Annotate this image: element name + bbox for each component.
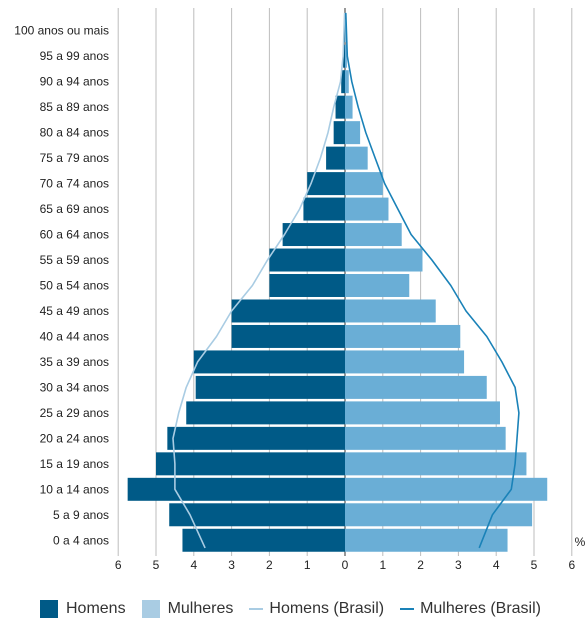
bar-homens: [231, 299, 345, 323]
x-tick-label: 6: [115, 558, 122, 572]
line-mulheres-brasil: [345, 12, 520, 549]
legend-swatch-mulheres: [141, 600, 160, 618]
y-tick-label: 60 a 64 anos: [40, 228, 109, 242]
legend-swatch-homens: [40, 600, 58, 618]
legend-label-mulheres: Mulheres: [167, 600, 234, 617]
bar-mulheres: [345, 401, 500, 425]
legend-label-homens-brasil: Homens (Brasil): [269, 600, 385, 617]
legend-item-mulheres: Mulheres: [141, 600, 234, 618]
y-tick-label: 90 a 94 anos: [40, 75, 109, 89]
bar-mulheres: [345, 44, 347, 68]
y-tick-label: 40 a 44 anos: [40, 329, 109, 343]
bar-mulheres: [345, 19, 346, 43]
bar-homens: [282, 223, 345, 247]
bar-homens: [269, 274, 345, 297]
bar-homens: [169, 503, 345, 527]
x-tick-label: 2: [417, 558, 424, 572]
bar-homens: [156, 452, 345, 476]
bar-mulheres: [345, 426, 506, 450]
bar-homens: [195, 375, 345, 399]
bar-homens: [335, 95, 345, 119]
bar-homens: [326, 146, 345, 170]
y-tick-label: 50 a 54 anos: [40, 279, 109, 293]
population-pyramid-chart: 0 a 4 anos 5 a 9 anos 10 a 14 anos 15 a 19 …: [14, 8, 586, 572]
bar-mulheres: [345, 375, 487, 399]
y-tick-label: 70 a 74 anos: [40, 177, 109, 191]
bar-homens: [307, 172, 345, 196]
line-homens-brasil: [172, 12, 346, 549]
legend-label-mulheres-brasil: Mulheres (Brasil): [420, 600, 541, 617]
x-tick-label: 3: [228, 558, 235, 572]
legend-swatch-homens-brasil: [249, 608, 264, 610]
bar-mulheres: [345, 121, 361, 145]
y-tick-label: 15 a 19 anos: [40, 457, 109, 471]
y-tick-label: 85 a 89 anos: [40, 100, 109, 114]
x-tick-label: 5: [531, 558, 538, 572]
bar-mulheres: [345, 350, 465, 374]
legend-item-mulheres-brasil: Mulheres (Brasil): [400, 600, 541, 618]
chart-legend: Homens Mulheres Homens (Brasil) Mulheres…: [40, 596, 588, 622]
y-tick-label: 10 a 14 anos: [40, 482, 109, 496]
bar-homens: [343, 44, 345, 68]
bar-mulheres: [345, 95, 353, 119]
y-tick-label: 75 a 79 anos: [40, 151, 109, 165]
bar-homens: [186, 401, 345, 425]
x-tick-label: 4: [190, 558, 197, 572]
bar-mulheres: [345, 146, 368, 170]
y-tick-label: 5 a 9 anos: [53, 508, 109, 522]
bar-mulheres: [345, 223, 402, 247]
y-tick-label: 0 a 4 anos: [53, 533, 109, 547]
y-tick-label: 65 a 69 anos: [40, 202, 109, 216]
bar-mulheres: [345, 324, 461, 348]
x-tick-label: 4: [493, 558, 500, 572]
y-tick-label: 20 a 24 anos: [40, 431, 109, 445]
bar-mulheres: [345, 70, 349, 94]
y-tick-label: 80 a 84 anos: [40, 126, 109, 140]
y-tick-label: 35 a 39 anos: [40, 355, 109, 369]
y-tick-label: 100 anos ou mais: [14, 24, 109, 38]
bar-mulheres: [345, 299, 436, 323]
legend-label-homens: Homens: [66, 600, 126, 617]
bar-homens: [182, 528, 345, 552]
x-tick-label: 5: [153, 558, 160, 572]
bar-mulheres: [345, 452, 527, 476]
x-tick-label: 2: [266, 558, 273, 572]
bar-mulheres: [345, 248, 423, 272]
y-tick-label: 30 a 34 anos: [40, 380, 109, 394]
y-tick-label: 25 a 29 anos: [40, 406, 109, 420]
legend-item-homens-brasil: Homens (Brasil): [249, 600, 384, 618]
bar-homens: [127, 477, 346, 501]
bar-homens: [193, 350, 345, 374]
bar-homens: [341, 70, 345, 94]
x-tick-label: 1: [304, 558, 311, 572]
bar-mulheres: [345, 503, 533, 527]
x-tick-label: 6: [568, 558, 575, 572]
x-tick-label: 3: [455, 558, 462, 572]
legend-item-homens: Homens: [40, 600, 126, 618]
y-tick-label: 95 a 99 anos: [40, 49, 109, 63]
bar-homens: [269, 248, 345, 272]
bar-mulheres: [345, 528, 508, 552]
y-tick-label: 55 a 59 anos: [40, 253, 109, 267]
x-unit-label: %: [575, 535, 586, 549]
bar-homens: [333, 121, 345, 145]
bar-mulheres: [345, 477, 548, 501]
y-tick-label: 45 a 49 anos: [40, 304, 109, 318]
x-tick-label: 1: [379, 558, 386, 572]
x-tick-label: 0: [342, 558, 349, 572]
bar-mulheres: [345, 274, 410, 297]
bar-mulheres: [345, 197, 389, 221]
legend-swatch-mulheres-brasil: [400, 608, 415, 610]
bar-mulheres: [345, 172, 383, 196]
bar-homens: [303, 197, 345, 221]
bar-homens: [231, 324, 345, 348]
bar-homens: [167, 426, 345, 450]
